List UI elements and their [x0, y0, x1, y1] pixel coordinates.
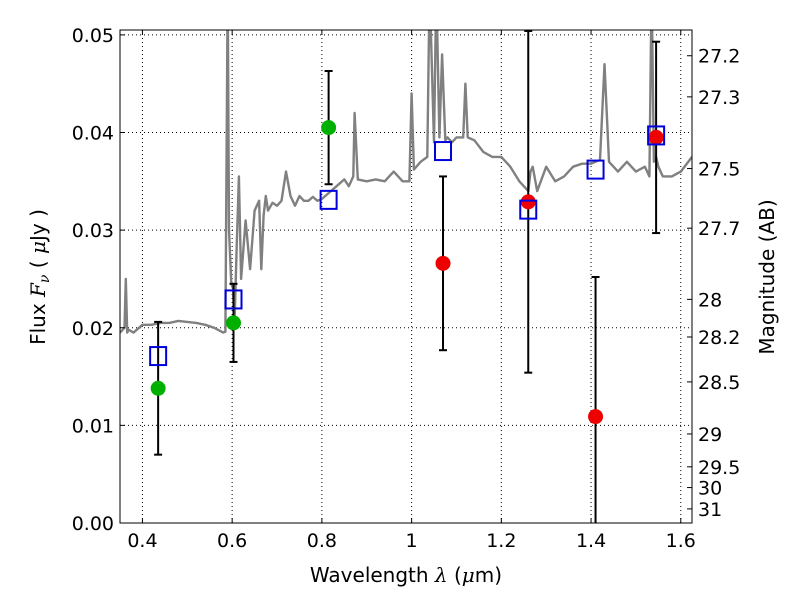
y2-tick-label: 28.2 [698, 327, 740, 349]
y2-tick-label: 29 [698, 424, 722, 446]
y-axis-label: Flux Fν ( μJy ) [26, 209, 53, 345]
y-tick-label: 0.00 [72, 513, 114, 535]
y2-tick-label: 27.5 [698, 159, 740, 181]
red-point [435, 255, 451, 271]
red-point [588, 409, 604, 425]
y2-tick-label: 28.5 [698, 372, 740, 394]
x-tick-label: 1 [406, 530, 418, 552]
y-tick-label: 0.03 [72, 220, 114, 242]
blue-square-point [434, 141, 453, 162]
y2-tick-label: 29.5 [698, 457, 740, 479]
red-point [520, 194, 536, 210]
x-tick-label: 0.8 [307, 530, 337, 552]
x-tick-label: 0.6 [217, 530, 247, 552]
green-point [321, 120, 337, 136]
plot-frame [119, 29, 693, 524]
blue-square-point [519, 199, 538, 220]
y2-tick-label: 30 [698, 478, 722, 500]
blue-square-point [149, 346, 168, 367]
x-tick-label: 1.4 [576, 530, 606, 552]
y-tick-label: 0.05 [72, 25, 114, 47]
x-tick-label: 1.2 [486, 530, 516, 552]
green-point [150, 380, 166, 396]
y-tick-label: 0.02 [72, 318, 114, 340]
blue-square-point [224, 289, 243, 310]
blue-square-point [647, 125, 666, 146]
y2-tick-label: 31 [698, 499, 722, 521]
red-point [648, 129, 664, 145]
plot-area [120, 30, 692, 523]
y-tick-label: 0.04 [72, 123, 114, 145]
y-tick-label: 0.01 [72, 415, 114, 437]
y2-tick-label: 27.3 [698, 87, 740, 109]
x-tick-label: 0.4 [127, 530, 157, 552]
blue-square-point [319, 189, 338, 210]
y-axis-ticks: 0.00 0.01 0.02 0.03 0.04 0.05 [72, 25, 125, 535]
y2-tick-label: 27.7 [698, 218, 740, 240]
blue-square-point [586, 159, 605, 180]
green-point [226, 315, 242, 331]
y2-tick-label: 28 [698, 289, 722, 311]
model-spectrum-line [120, 30, 692, 334]
x-axis-label: Wavelength λ (μm) [310, 563, 502, 587]
y2-tick-label: 27.2 [698, 46, 740, 68]
y2-axis-label: Magnitude (AB) [755, 199, 779, 354]
data-markers [149, 120, 666, 425]
x-axis-ticks: 0.4 0.6 0.8 1 1.2 1.4 1.6 [127, 30, 696, 552]
x-tick-label: 1.6 [666, 530, 696, 552]
